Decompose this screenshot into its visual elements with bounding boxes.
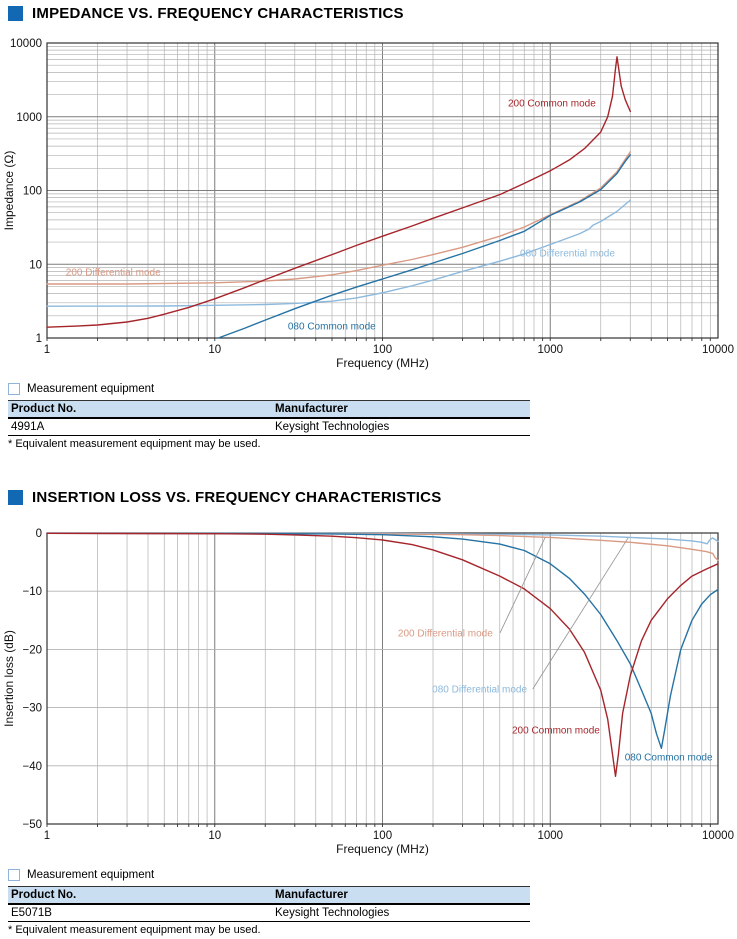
x-tick-label: 10 [208, 344, 221, 356]
column-header-product: Product No. [8, 400, 272, 419]
equipment-caption: Measurement equipment [8, 383, 154, 395]
section-bullet-icon [8, 490, 23, 505]
insertion-loss-section-title: INSERTION LOSS VS. FREQUENCY CHARACTERIS… [8, 489, 441, 506]
x-tick-label: 10000 [702, 344, 734, 356]
curve-label-200-differential-mode: 200 Differential mode [398, 629, 493, 640]
square-bullet-icon [8, 869, 20, 881]
x-tick-label: 10000 [702, 830, 734, 842]
x-tick-label: 1 [44, 344, 50, 356]
curve-label-080-common-mode: 080 Common mode [288, 321, 376, 332]
series-080-common-mode [217, 154, 631, 339]
y-tick-label: 1000 [16, 112, 42, 124]
section-title-text: INSERTION LOSS VS. FREQUENCY CHARACTERIS… [32, 489, 442, 506]
equipment-label: Measurement equipment [27, 869, 155, 881]
x-tick-label: 1 [44, 830, 50, 842]
section-bullet-icon [8, 6, 23, 21]
x-axis-title: Frequency (MHz) [336, 842, 429, 856]
equipment-label: Measurement equipment [27, 383, 155, 395]
x-tick-label: 1000 [537, 830, 563, 842]
plot-frame [46, 42, 719, 339]
column-header-product: Product No. [8, 886, 272, 905]
series-080-differential-mode [46, 532, 719, 545]
y-tick-label: −40 [22, 761, 42, 773]
series-080-differential-mode [46, 199, 631, 307]
series-200-differential-mode [46, 151, 631, 285]
manufacturer-cell: Keysight Technologies [272, 904, 530, 922]
insertion-loss-chart: 1 10 100 1000 10000 0 −10 −20 −30 −40 −50 Frequency… [2, 528, 734, 856]
table-row: 4991A Keysight Technologies [8, 418, 530, 436]
x-tick-label: 100 [373, 344, 392, 356]
table-header-row: Product No. Manufacturer [8, 886, 530, 905]
x-tick-label: 10 [208, 830, 221, 842]
series-080-common-mode [46, 532, 719, 750]
x-axis-title: Frequency (MHz) [336, 356, 429, 370]
y-axis-title: Insertion loss (dB) [2, 630, 16, 727]
equipment-caption: Measurement equipment [8, 869, 154, 881]
y-tick-label: 0 [36, 528, 42, 540]
y-tick-label: 10 [29, 259, 42, 271]
curve-label-080-common-mode: 080 Common mode [625, 753, 713, 764]
section-title-text: IMPEDANCE VS. FREQUENCY CHARACTERISTICS [32, 5, 404, 22]
y-tick-label: −20 [22, 644, 42, 656]
table-row: E5071B Keysight Technologies [8, 904, 530, 922]
label-leader-line [532, 537, 629, 690]
equipment-footnote: * Equivalent measurement equipment may b… [8, 438, 261, 450]
curve-label-080-differential-mode: 080 Differential mode [520, 249, 615, 260]
y-tick-label: −10 [22, 586, 42, 598]
x-tick-label: 100 [373, 830, 392, 842]
curve-label-200-common-mode: 200 Common mode [508, 98, 596, 109]
square-bullet-icon [8, 383, 20, 395]
equipment-table: Product No. Manufacturer 4991A Keysight … [8, 400, 530, 436]
y-tick-label: 1 [36, 333, 42, 345]
label-leader-line [499, 537, 546, 634]
y-tick-label: 10000 [10, 38, 42, 50]
grid [46, 43, 718, 341]
manufacturer-cell: Keysight Technologies [272, 418, 530, 436]
y-tick-label: −30 [22, 703, 42, 715]
series-200-differential-mode [46, 532, 719, 562]
column-header-manufacturer: Manufacturer [272, 400, 530, 419]
equipment-footnote: * Equivalent measurement equipment may b… [8, 924, 261, 936]
y-tick-label: 100 [23, 186, 42, 198]
impedance-section-title: IMPEDANCE VS. FREQUENCY CHARACTERISTICS [8, 5, 404, 22]
series-200-common-mode [46, 56, 631, 328]
impedance-chart: 1 10 100 1000 10000 1 10 100 1000 10000 Frequency … [2, 38, 734, 370]
product-no-cell: 4991A [8, 418, 272, 436]
column-header-manufacturer: Manufacturer [272, 886, 530, 905]
y-axis-title: Impedance (Ω) [2, 151, 16, 231]
curve-label-200-differential-mode: 200 Differential mode [66, 267, 161, 278]
table-header-row: Product No. Manufacturer [8, 400, 530, 419]
curve-label-080-differential-mode: 080 Differential mode [432, 684, 527, 695]
x-tick-label: 1000 [537, 344, 563, 356]
curve-label-200-common-mode: 200 Common mode [512, 726, 600, 737]
y-tick-label: −50 [22, 819, 42, 831]
product-no-cell: E5071B [8, 904, 272, 922]
grid [46, 532, 718, 827]
series-200-common-mode [46, 532, 719, 778]
equipment-table: Product No. Manufacturer E5071B Keysight… [8, 886, 530, 922]
